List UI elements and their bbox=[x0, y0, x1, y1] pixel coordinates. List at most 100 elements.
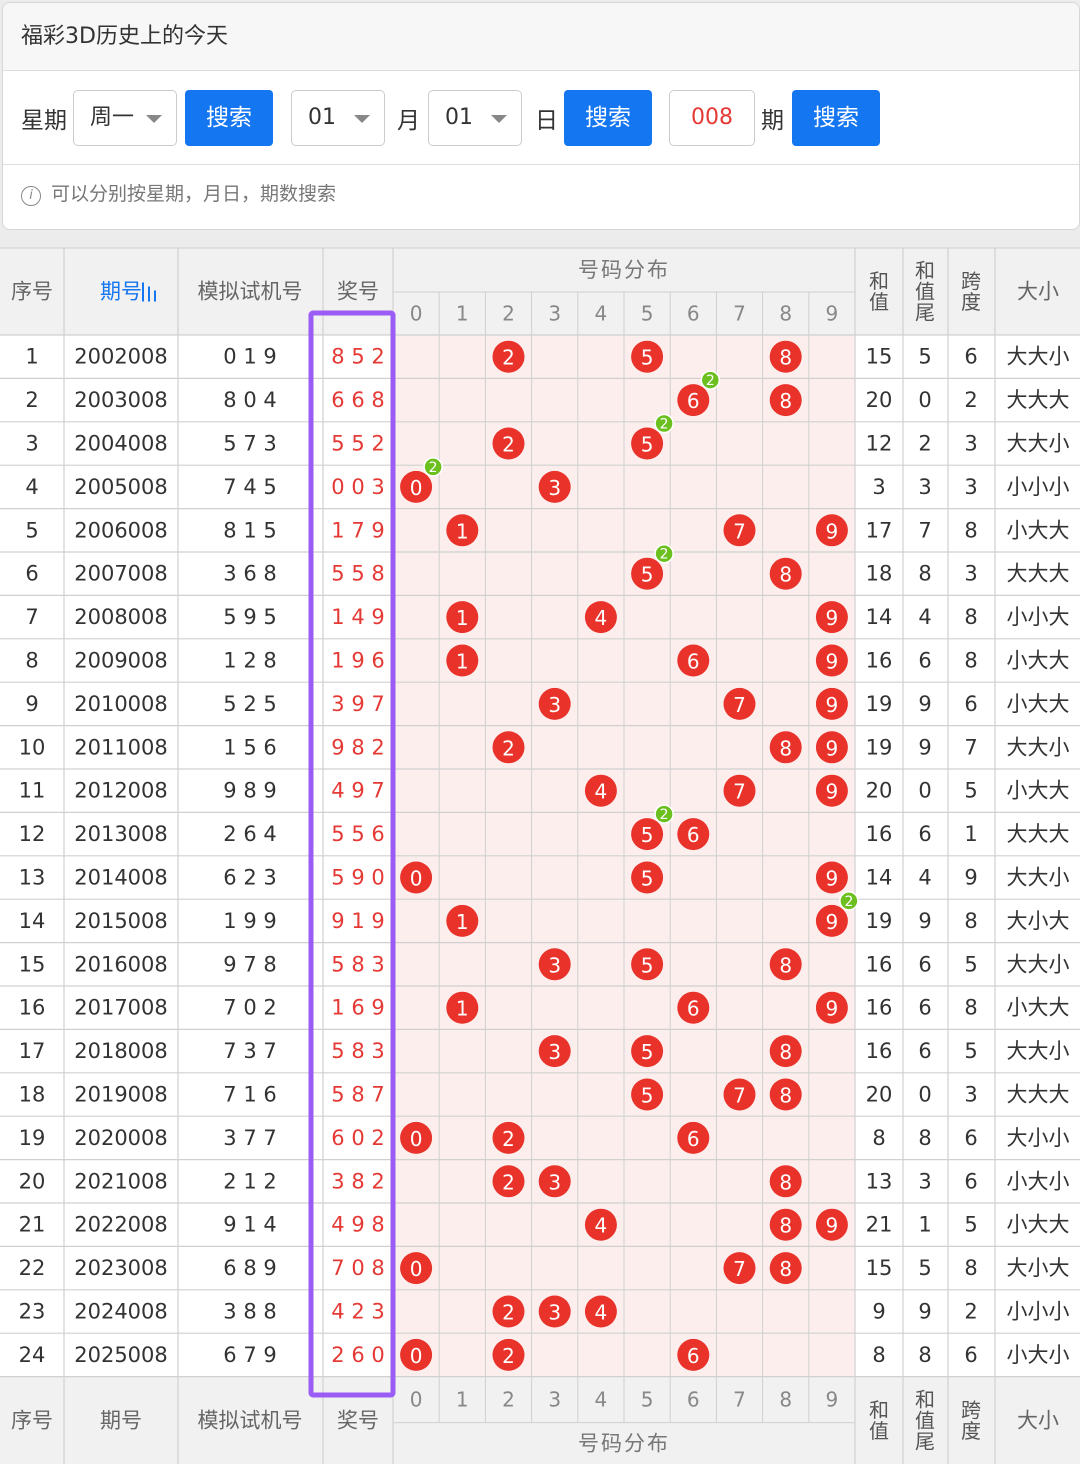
number-ball-digit: 0 bbox=[410, 1127, 423, 1151]
row-span: 5 bbox=[964, 779, 977, 803]
number-ball-digit: 9 bbox=[826, 1214, 839, 1238]
issue-input[interactable]: 008 bbox=[669, 90, 755, 146]
search-row: 星期 周一 搜索 01 月 01 日 搜索 008 期 搜索 bbox=[3, 71, 1079, 165]
number-ball-digit: 9 bbox=[826, 867, 839, 891]
row-seq: 24 bbox=[19, 1343, 46, 1367]
row-issue: 2006008 bbox=[74, 518, 168, 542]
number-ball-digit: 4 bbox=[595, 606, 608, 630]
header-issue-sort[interactable]: 期号 bbox=[100, 280, 142, 304]
row-prize: 1 6 9 bbox=[331, 996, 384, 1020]
date-search-button[interactable]: 搜索 bbox=[564, 90, 652, 146]
month-select[interactable]: 01 bbox=[291, 90, 385, 146]
svg-text:度: 度 bbox=[961, 290, 981, 314]
row-issue: 2012008 bbox=[74, 779, 168, 803]
issue-label: 期 bbox=[761, 108, 784, 134]
number-ball-digit: 6 bbox=[687, 823, 700, 847]
row-size: 大小小 bbox=[1007, 1126, 1070, 1150]
number-ball bbox=[677, 384, 710, 417]
number-ball bbox=[677, 1338, 710, 1371]
row-sum-tail: 8 bbox=[918, 562, 931, 586]
row-size: 大小大 bbox=[1007, 1256, 1070, 1280]
row-sim: 6 2 3 bbox=[223, 866, 276, 890]
row-issue: 2005008 bbox=[74, 475, 168, 499]
number-ball bbox=[769, 1208, 802, 1241]
row-sum-tail: 9 bbox=[918, 735, 931, 759]
number-ball-digit: 9 bbox=[826, 736, 839, 760]
row-seq: 1 bbox=[25, 345, 38, 369]
number-ball-digit: 5 bbox=[641, 1040, 654, 1064]
header-span: 跨度 bbox=[961, 269, 981, 314]
row-sim: 5 9 5 bbox=[223, 605, 276, 629]
row-sim: 7 0 2 bbox=[223, 996, 276, 1020]
day-select[interactable]: 01 bbox=[428, 90, 522, 146]
week-search-button[interactable]: 搜索 bbox=[185, 90, 273, 146]
row-size: 小大大 bbox=[1007, 692, 1070, 716]
row-prize: 5 5 6 bbox=[331, 822, 384, 846]
week-select[interactable]: 周一 bbox=[73, 90, 177, 146]
row-seq: 17 bbox=[19, 1039, 46, 1063]
number-ball bbox=[631, 818, 664, 851]
number-ball bbox=[723, 774, 756, 807]
row-issue: 2022008 bbox=[74, 1213, 168, 1237]
header-size: 大小 bbox=[1017, 1408, 1059, 1432]
number-ball bbox=[769, 557, 802, 590]
row-size: 小大大 bbox=[1007, 1213, 1070, 1237]
row-issue: 2017008 bbox=[74, 996, 168, 1020]
row-prize: 5 8 7 bbox=[331, 1083, 384, 1107]
number-ball bbox=[446, 514, 479, 547]
row-prize: 1 7 9 bbox=[331, 518, 384, 542]
row-sim: 3 7 7 bbox=[223, 1126, 276, 1150]
svg-text:值: 值 bbox=[869, 1419, 889, 1443]
number-ball-digit: 2 bbox=[502, 433, 515, 457]
header-sum: 和值 bbox=[869, 1398, 889, 1443]
issue-search-button[interactable]: 搜索 bbox=[792, 90, 880, 146]
row-seq: 16 bbox=[19, 996, 46, 1020]
number-ball bbox=[538, 687, 571, 720]
duplicate-count: 2 bbox=[660, 547, 669, 563]
header-sim: 模拟试机号 bbox=[198, 1408, 303, 1432]
number-ball bbox=[769, 731, 802, 764]
number-ball bbox=[400, 470, 433, 503]
number-ball-digit: 4 bbox=[595, 1214, 608, 1238]
number-ball-digit: 9 bbox=[826, 910, 839, 934]
row-sum-tail: 6 bbox=[918, 996, 931, 1020]
row-prize: 5 5 8 bbox=[331, 562, 384, 586]
row-sum-tail: 0 bbox=[918, 388, 931, 412]
row-span: 3 bbox=[964, 562, 977, 586]
footer-digit: 3 bbox=[548, 1388, 561, 1412]
number-ball-digit: 5 bbox=[641, 1084, 654, 1108]
row-prize: 9 1 9 bbox=[331, 909, 384, 933]
row-sum-tail: 2 bbox=[918, 432, 931, 456]
number-ball bbox=[492, 731, 525, 764]
svg-text:尾: 尾 bbox=[915, 1429, 935, 1453]
row-span: 2 bbox=[964, 1300, 977, 1324]
number-ball bbox=[723, 514, 756, 547]
row-prize: 3 8 2 bbox=[331, 1169, 384, 1193]
row-sum-tail: 5 bbox=[918, 1256, 931, 1280]
row-span: 8 bbox=[964, 1256, 977, 1280]
number-ball bbox=[492, 1165, 525, 1198]
number-ball-digit: 0 bbox=[410, 476, 423, 500]
row-sim: 1 2 8 bbox=[223, 649, 276, 673]
row-sim: 6 8 9 bbox=[223, 1256, 276, 1280]
number-ball bbox=[723, 1252, 756, 1285]
row-sum-tail: 8 bbox=[918, 1343, 931, 1367]
row-span: 6 bbox=[964, 1169, 977, 1193]
sort-icon[interactable] bbox=[142, 282, 156, 302]
number-ball bbox=[815, 904, 848, 937]
number-ball bbox=[769, 340, 802, 373]
number-ball-digit: 6 bbox=[687, 1344, 700, 1368]
number-ball bbox=[400, 1338, 433, 1371]
row-size: 小小小 bbox=[1007, 1300, 1070, 1324]
row-sum: 3 bbox=[872, 475, 885, 499]
row-sum-tail: 1 bbox=[918, 1213, 931, 1237]
number-ball-digit: 6 bbox=[687, 1127, 700, 1151]
duplicate-count: 2 bbox=[660, 417, 669, 433]
header-digit: 7 bbox=[733, 302, 746, 326]
row-size: 大大小 bbox=[1007, 1039, 1070, 1063]
footer-digit: 9 bbox=[826, 1388, 839, 1412]
header-digit: 6 bbox=[687, 302, 700, 326]
number-ball bbox=[446, 644, 479, 677]
row-size: 大大大 bbox=[1007, 822, 1070, 846]
header-digit: 3 bbox=[548, 302, 561, 326]
